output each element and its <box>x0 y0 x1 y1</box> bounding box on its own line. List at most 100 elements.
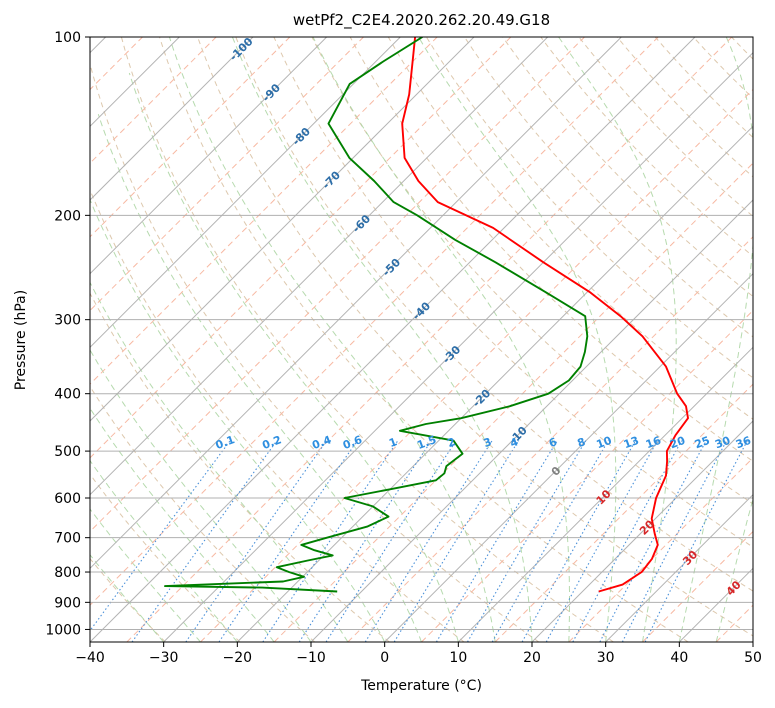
chart-title: wetPf2_C2E4.2020.262.20.49.G18 <box>292 11 551 29</box>
y-tick-label: 800 <box>54 565 81 581</box>
isotherm-line <box>236 125 753 642</box>
mixing-ratio-label: 25 <box>693 434 712 451</box>
dry-adiabat <box>159 37 689 642</box>
mixing-ratio-label: 0.4 <box>310 433 333 452</box>
mixing-ratio-line <box>90 440 231 632</box>
mixing-ratio-line <box>644 440 748 642</box>
mixing-ratio-line <box>262 440 399 642</box>
y-tick-label: 100 <box>54 30 81 46</box>
background-lines <box>0 37 775 642</box>
y-tick-label: 1000 <box>45 622 81 638</box>
mixing-ratio-label: 4 <box>508 435 520 450</box>
isotherm-dashed <box>90 37 364 312</box>
isotherm-dashed <box>90 37 512 459</box>
mixing-ratio-label: 3 <box>482 435 494 450</box>
dry-adiabat <box>349 37 753 462</box>
dewpoint-line <box>164 37 589 593</box>
isotherm-dashed <box>126 37 733 642</box>
moist-adiabat <box>90 407 275 642</box>
axes: −40 −30 −20 −10 0 10 20 30 40 5010020030040050060… <box>45 30 762 666</box>
moist-adiabat <box>418 37 617 642</box>
dry-adiabat <box>90 557 166 642</box>
y-tick-label: 700 <box>54 531 81 547</box>
plot-area <box>90 37 753 642</box>
mixing-ratio-label: 10 <box>595 434 614 452</box>
x-axis-label: Temperature (°C) <box>361 678 482 694</box>
x-tick-label: −10 <box>296 650 326 666</box>
isotherm-dashed <box>200 88 753 642</box>
dry-adiabat <box>770 37 775 642</box>
isotherm-line <box>90 37 549 496</box>
mixing-ratio-label: 2 <box>446 435 458 450</box>
mixing-ratio-line <box>393 440 520 642</box>
mixing-ratio-line <box>521 440 637 642</box>
mixing-ratio-label: 1.5 <box>415 433 438 452</box>
mixing-ratio-label: 0.2 <box>260 433 283 452</box>
isotherm-dashed <box>494 383 753 642</box>
mixing-ratio-line <box>435 440 558 642</box>
y-tick-label: 600 <box>54 491 81 507</box>
x-tick-label: 50 <box>744 650 762 666</box>
mixing-ratio-label: 30 <box>713 434 732 452</box>
x-tick-label: 40 <box>670 650 688 666</box>
moist-adiabat <box>128 72 459 642</box>
isotherm-line <box>384 272 753 642</box>
moist-adiabat <box>678 37 753 642</box>
dry-adiabat <box>90 473 241 642</box>
moist-adiabat <box>90 508 201 642</box>
isotherm-line <box>90 37 622 570</box>
mixing-ratio-label: 13 <box>622 434 641 451</box>
isotherm-dashed <box>90 37 217 164</box>
dry-adiabat <box>464 37 753 338</box>
isotherm-line <box>310 199 753 642</box>
moist-adiabat <box>168 37 496 642</box>
isotherm-dashed <box>273 162 753 642</box>
mixing-ratio-label: 8 <box>576 435 588 450</box>
mixing-ratio-line <box>185 440 328 642</box>
isotherm-line <box>90 37 475 422</box>
isotherm-line <box>752 641 753 642</box>
mixing-ratio-line <box>364 440 493 642</box>
moist-adiabat <box>90 459 238 642</box>
mixing-ratio-label: 16 <box>644 434 663 452</box>
dry-adiabat <box>90 292 390 642</box>
x-tick-label: 0 <box>380 650 389 666</box>
mixing-ratio-label: 20 <box>668 434 687 452</box>
isotherm-dashed <box>90 37 585 533</box>
moist-adiabat <box>312 37 570 642</box>
isotherm-dashed <box>90 37 291 238</box>
x-tick-label: 20 <box>523 650 541 666</box>
mixing-ratio-line <box>545 440 659 642</box>
y-tick-label: 500 <box>54 444 81 460</box>
dry-adiabat <box>235 37 753 592</box>
isotherm-line <box>457 346 753 642</box>
mixing-ratio-label: 0.1 <box>214 433 237 452</box>
temperature-line <box>401 37 689 593</box>
dry-adiabat <box>120 37 614 642</box>
x-tick-label: −40 <box>75 650 105 666</box>
isotherm-dashed <box>0 37 69 642</box>
isotherm-line <box>90 37 696 642</box>
x-tick-label: −20 <box>223 650 253 666</box>
isotherm-line <box>90 37 401 349</box>
y-tick-label: 900 <box>54 595 81 611</box>
dry-adiabat <box>90 385 316 642</box>
moist-adiabat <box>97 114 422 642</box>
x-tick-label: 10 <box>449 650 467 666</box>
dry-adiabat <box>311 37 753 505</box>
y-tick-label: 300 <box>54 313 81 329</box>
mixing-ratio-label: 0.6 <box>341 433 364 452</box>
isotherm-dashed <box>642 530 753 642</box>
y-tick-label: 400 <box>54 387 81 403</box>
mixing-ratio-line <box>325 440 457 642</box>
mixing-ratio-line <box>131 440 278 642</box>
y-tick-label: 200 <box>54 208 81 224</box>
mixing-ratio-line <box>491 440 609 642</box>
isotherm-line <box>531 420 753 642</box>
isotherm-line <box>90 37 254 201</box>
isotherm-dashed <box>568 457 753 642</box>
dry-adiabat <box>273 37 753 548</box>
mixing-ratio-label: 6 <box>547 435 559 450</box>
x-tick-label: 30 <box>597 650 615 666</box>
